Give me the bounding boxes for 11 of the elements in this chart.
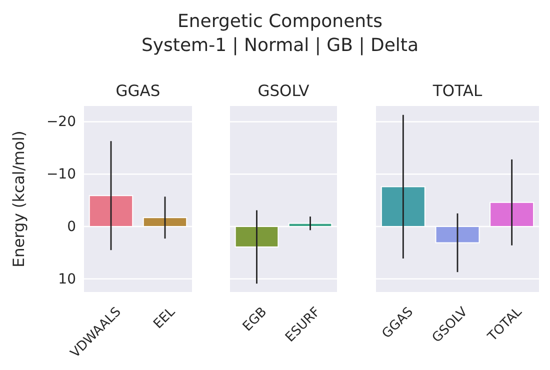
text: System-1 | Normal | GB | Delta <box>141 35 419 56</box>
y-tick-label: −10 <box>46 166 76 183</box>
chart-title: GGAS <box>116 82 160 100</box>
chart-title: GSOLV <box>258 82 310 100</box>
y-tick-label: 10 <box>58 271 76 288</box>
y-tick-label: 0 <box>67 218 76 235</box>
y-axis-title: Energy (kcal/mol) <box>10 130 28 268</box>
x-tick-label: EEL <box>150 304 179 332</box>
text: Energetic Components <box>178 11 382 32</box>
chart-title: TOTAL <box>432 82 482 100</box>
y-tick-label: −20 <box>46 114 76 130</box>
